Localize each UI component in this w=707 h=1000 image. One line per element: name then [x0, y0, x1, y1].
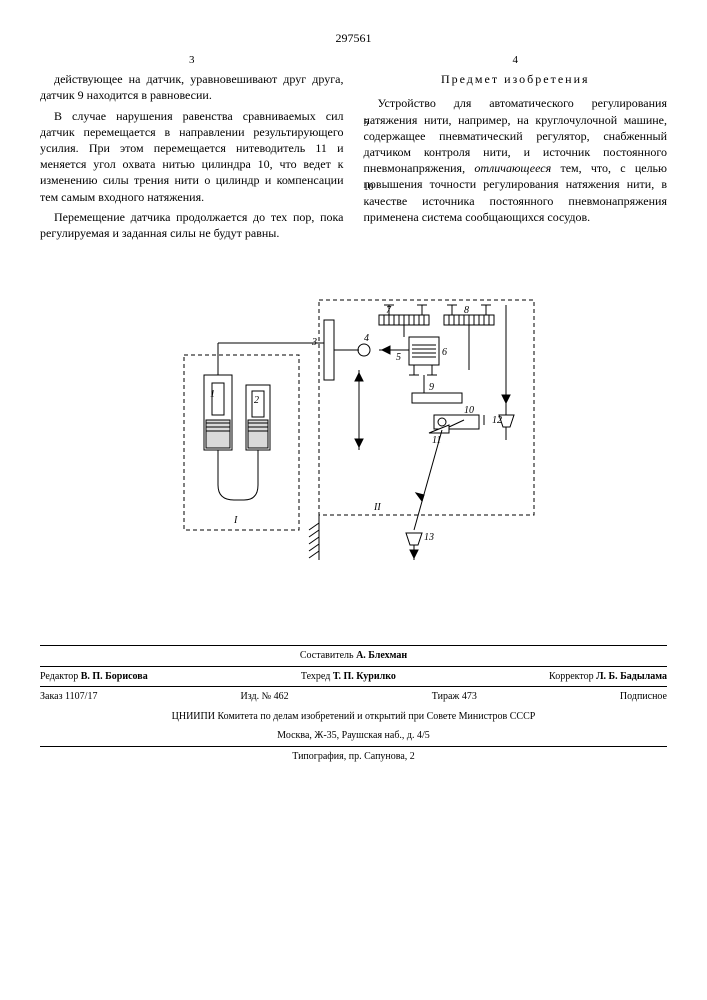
footer-compiler: Составитель А. Блехман	[40, 646, 667, 666]
fig-label-4: 4	[364, 333, 369, 344]
left-p1: действующее на датчик, уравновешивают др…	[40, 71, 344, 103]
left-p3: Перемещение датчика продолжается до тех …	[40, 209, 344, 241]
line-mark-10: 10	[350, 181, 374, 195]
footer-addr: Москва, Ж-35, Раушская наб., д. 4/5	[40, 726, 667, 746]
tech-label: Техред	[301, 671, 330, 682]
fig-roman-1: I	[233, 515, 238, 526]
corr-name: Л. Б. Бадылама	[596, 671, 667, 682]
subscription: Подписное	[620, 690, 667, 704]
footer-pub: Заказ 1107/17 Изд. № 462 Тираж 473 Подпи…	[40, 686, 667, 707]
fig-label-8: 8	[464, 305, 469, 316]
fig-label-13: 13	[424, 532, 434, 543]
editor-name: В. П. Борисова	[81, 671, 148, 682]
fig-label-2: 2	[254, 395, 259, 406]
fig-label-10: 10	[464, 405, 474, 416]
fig-label-6: 6	[442, 347, 447, 358]
right-p1: 5 10 Устройство для автоматического регу…	[364, 95, 668, 225]
fig-label-1: 1	[210, 389, 215, 400]
claim-emph: отличающееся	[474, 161, 551, 175]
compiler-label: Составитель	[300, 649, 354, 663]
fig-label-3: 3	[311, 337, 317, 348]
claim-title: Предмет изобретения	[364, 71, 668, 87]
order-no: Заказ 1107/17	[40, 690, 97, 704]
fig-label-7: 7	[386, 305, 392, 316]
col-left-number: 3	[189, 53, 195, 68]
technical-diagram: 1 2 3 4 5 6 7 8 9 10 11 12 13 I II	[164, 275, 544, 585]
col-right-number: 4	[513, 53, 519, 68]
left-column: 3 действующее на датчик, уравновешивают …	[40, 71, 344, 245]
footer: Составитель А. Блехман Редактор В. П. Бо…	[40, 645, 667, 766]
fig-roman-2: II	[373, 502, 381, 513]
right-column: 4 Предмет изобретения 5 10 Устройство дл…	[364, 71, 668, 245]
line-mark-5: 5	[350, 117, 369, 131]
footer-org: ЦНИИПИ Комитета по делам изобретений и о…	[40, 707, 667, 727]
fig-label-11: 11	[432, 435, 441, 446]
tech-name: Т. П. Курилко	[333, 671, 396, 682]
copies: Тираж 473	[432, 690, 477, 704]
compiler-name: А. Блехман	[356, 649, 407, 663]
fig-label-12: 12	[492, 415, 502, 426]
document-number: 297561	[40, 30, 667, 46]
ed-no: Изд. № 462	[241, 690, 289, 704]
footer-typo: Типография, пр. Сапунова, 2	[40, 746, 667, 767]
text-columns: 3 действующее на датчик, уравновешивают …	[40, 71, 667, 245]
fig-label-5: 5	[396, 352, 401, 363]
footer-credits: Редактор В. П. Борисова Техред Т. П. Кур…	[40, 666, 667, 687]
fig-label-9: 9	[429, 382, 434, 393]
left-p2: В случае нарушения равенства сравниваемы…	[40, 108, 344, 205]
corr-label: Корректор	[549, 671, 594, 682]
editor-label: Редактор	[40, 671, 78, 682]
